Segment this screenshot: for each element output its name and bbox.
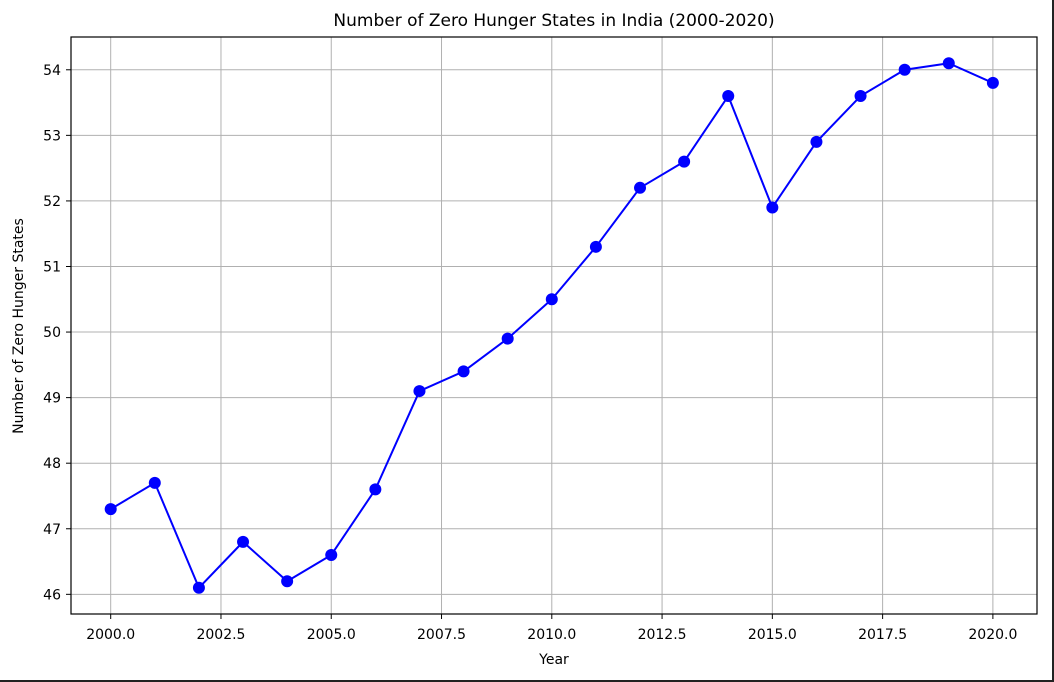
data-point (281, 575, 294, 588)
data-point (634, 181, 647, 194)
y-tick-label: 50 (43, 325, 61, 341)
y-tick-label: 49 (43, 391, 61, 407)
y-tick-label: 48 (43, 456, 61, 472)
y-tick-label: 54 (43, 63, 61, 79)
data-point (325, 548, 338, 561)
data-point (986, 76, 999, 89)
y-axis-label: Number of Zero Hunger States (11, 218, 27, 434)
x-axis-label: Year (538, 652, 569, 668)
axis-ticks: 2000.0 2002.5 2005.0 2007.5 2010.0 2012.5 2015… (43, 63, 1017, 643)
x-tick-label: 2000.0 (86, 627, 135, 643)
data-point (413, 385, 426, 398)
data-point (589, 240, 602, 253)
data-point (942, 57, 955, 70)
data-point (369, 483, 382, 496)
data-point (810, 135, 823, 148)
y-tick-label: 47 (43, 522, 61, 538)
y-tick-label: 51 (43, 259, 61, 275)
x-tick-label: 2010.0 (527, 627, 576, 643)
x-tick-label: 2017.5 (858, 627, 907, 643)
y-tick-label: 53 (43, 128, 61, 144)
data-point (104, 503, 117, 516)
x-tick-label: 2002.5 (196, 627, 245, 643)
data-point (898, 63, 911, 76)
x-tick-label: 2020.0 (968, 627, 1017, 643)
grid-lines (71, 37, 1037, 614)
chart-title: Number of Zero Hunger States in India (2… (333, 11, 774, 31)
x-tick-label: 2012.5 (638, 627, 687, 643)
data-point (545, 293, 558, 306)
x-tick-label: 2007.5 (417, 627, 466, 643)
x-tick-label: 2005.0 (307, 627, 356, 643)
data-point (192, 581, 205, 594)
plot-frame (70, 36, 1038, 615)
data-series (104, 57, 999, 594)
x-tick-label: 2015.0 (748, 627, 797, 643)
y-tick-label: 46 (43, 587, 61, 603)
data-point (678, 155, 691, 168)
y-tick-label: 52 (43, 194, 61, 210)
data-point (237, 535, 250, 548)
data-point (854, 90, 867, 103)
data-point (501, 332, 514, 345)
data-point (148, 476, 161, 489)
data-point (457, 365, 470, 378)
data-point (766, 201, 779, 214)
data-point (722, 90, 735, 103)
